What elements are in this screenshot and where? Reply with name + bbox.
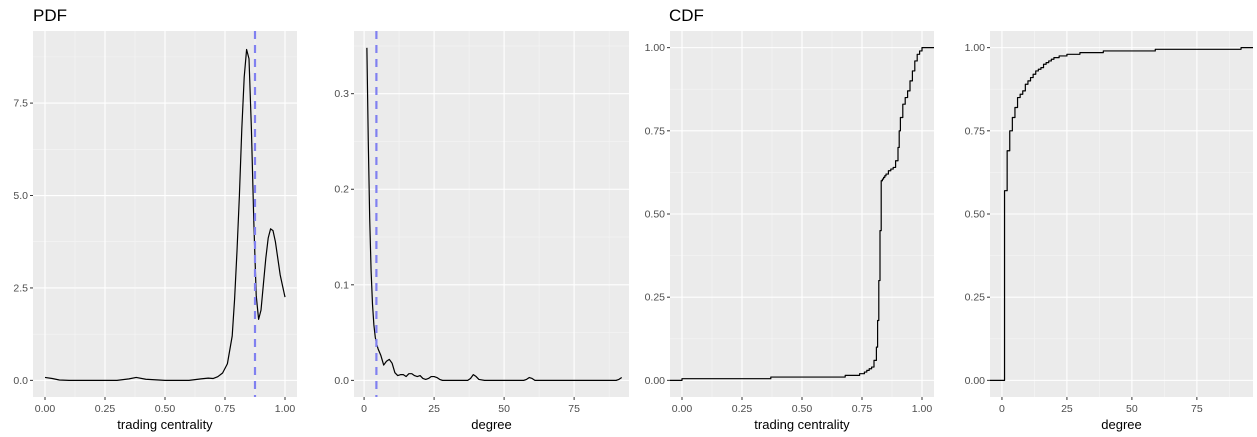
y-tick-label: 7.5 — [13, 98, 28, 110]
x-tick-label: 50 — [1126, 403, 1138, 415]
y-tick-label: 0.75 — [965, 125, 986, 137]
y-tick-label: 0.0 — [334, 375, 349, 387]
x-axis-label: trading centrality — [754, 417, 850, 432]
x-axis-label: trading centrality — [117, 417, 213, 432]
y-tick-label: 2.5 — [13, 282, 28, 294]
y-tick-label: 0.50 — [965, 209, 986, 221]
x-tick-label: 75 — [568, 403, 580, 415]
panel-2: 0 25 50 75 0.0 0.1 0.2 0.3 degree — [334, 31, 629, 432]
x-tick-label: 0.75 — [215, 403, 236, 415]
cdf-step-line — [990, 47, 1253, 381]
y-tick-label: 0.00 — [645, 375, 666, 387]
y-tick-label: 0.1 — [334, 279, 349, 291]
y-tick-label: 0.2 — [334, 184, 349, 196]
x-tick-label: 0.25 — [732, 403, 753, 415]
y-tick-label: 0.25 — [645, 292, 666, 304]
y-tick-label: 5.0 — [13, 190, 28, 202]
panel-4: 0 25 50 75 0.00 0.25 0.50 0.75 1.00 degree — [965, 31, 1253, 432]
panel-1: 0.00 0.25 0.50 0.75 1.00 0.0 2.5 5.0 7.5 trading … — [13, 31, 297, 432]
x-tick-label: 75 — [1191, 403, 1203, 415]
cdf-group-title: CDF — [669, 6, 704, 25]
x-tick-label: 50 — [498, 403, 510, 415]
y-tick-label: 0.75 — [645, 125, 666, 137]
y-tick-label: 0.00 — [965, 375, 986, 387]
x-tick-label: 0 — [361, 403, 367, 415]
panel-background — [354, 31, 629, 397]
pdf-group-title: PDF — [33, 6, 67, 25]
y-tick-label: 0.50 — [645, 209, 666, 221]
x-tick-label: 0.25 — [95, 403, 116, 415]
panel-3: 0.00 0.25 0.50 0.75 1.00 0.00 0.25 0.50 0.75 1.00… — [645, 31, 934, 432]
density-line — [44, 48, 286, 381]
y-tick-label: 0.0 — [13, 375, 28, 387]
y-tick-label: 0.25 — [965, 292, 986, 304]
x-tick-label: 0.75 — [852, 403, 873, 415]
cdf-step-line — [670, 47, 934, 381]
x-tick-label: 0.50 — [792, 403, 813, 415]
x-tick-label: 0.00 — [672, 403, 693, 415]
x-tick-label: 25 — [428, 403, 440, 415]
y-tick-label: 1.00 — [645, 42, 666, 54]
x-tick-label: 25 — [1061, 403, 1073, 415]
x-axis-label: degree — [471, 417, 511, 432]
y-tick-label: 0.3 — [334, 88, 349, 100]
x-tick-label: 0.50 — [155, 403, 176, 415]
x-tick-label: 0.00 — [35, 403, 56, 415]
x-tick-label: 1.00 — [912, 403, 933, 415]
y-tick-label: 1.00 — [965, 42, 986, 54]
x-axis-label: degree — [1101, 417, 1141, 432]
x-tick-label: 0 — [999, 403, 1005, 415]
x-tick-label: 1.00 — [275, 403, 296, 415]
density-line — [366, 47, 623, 381]
